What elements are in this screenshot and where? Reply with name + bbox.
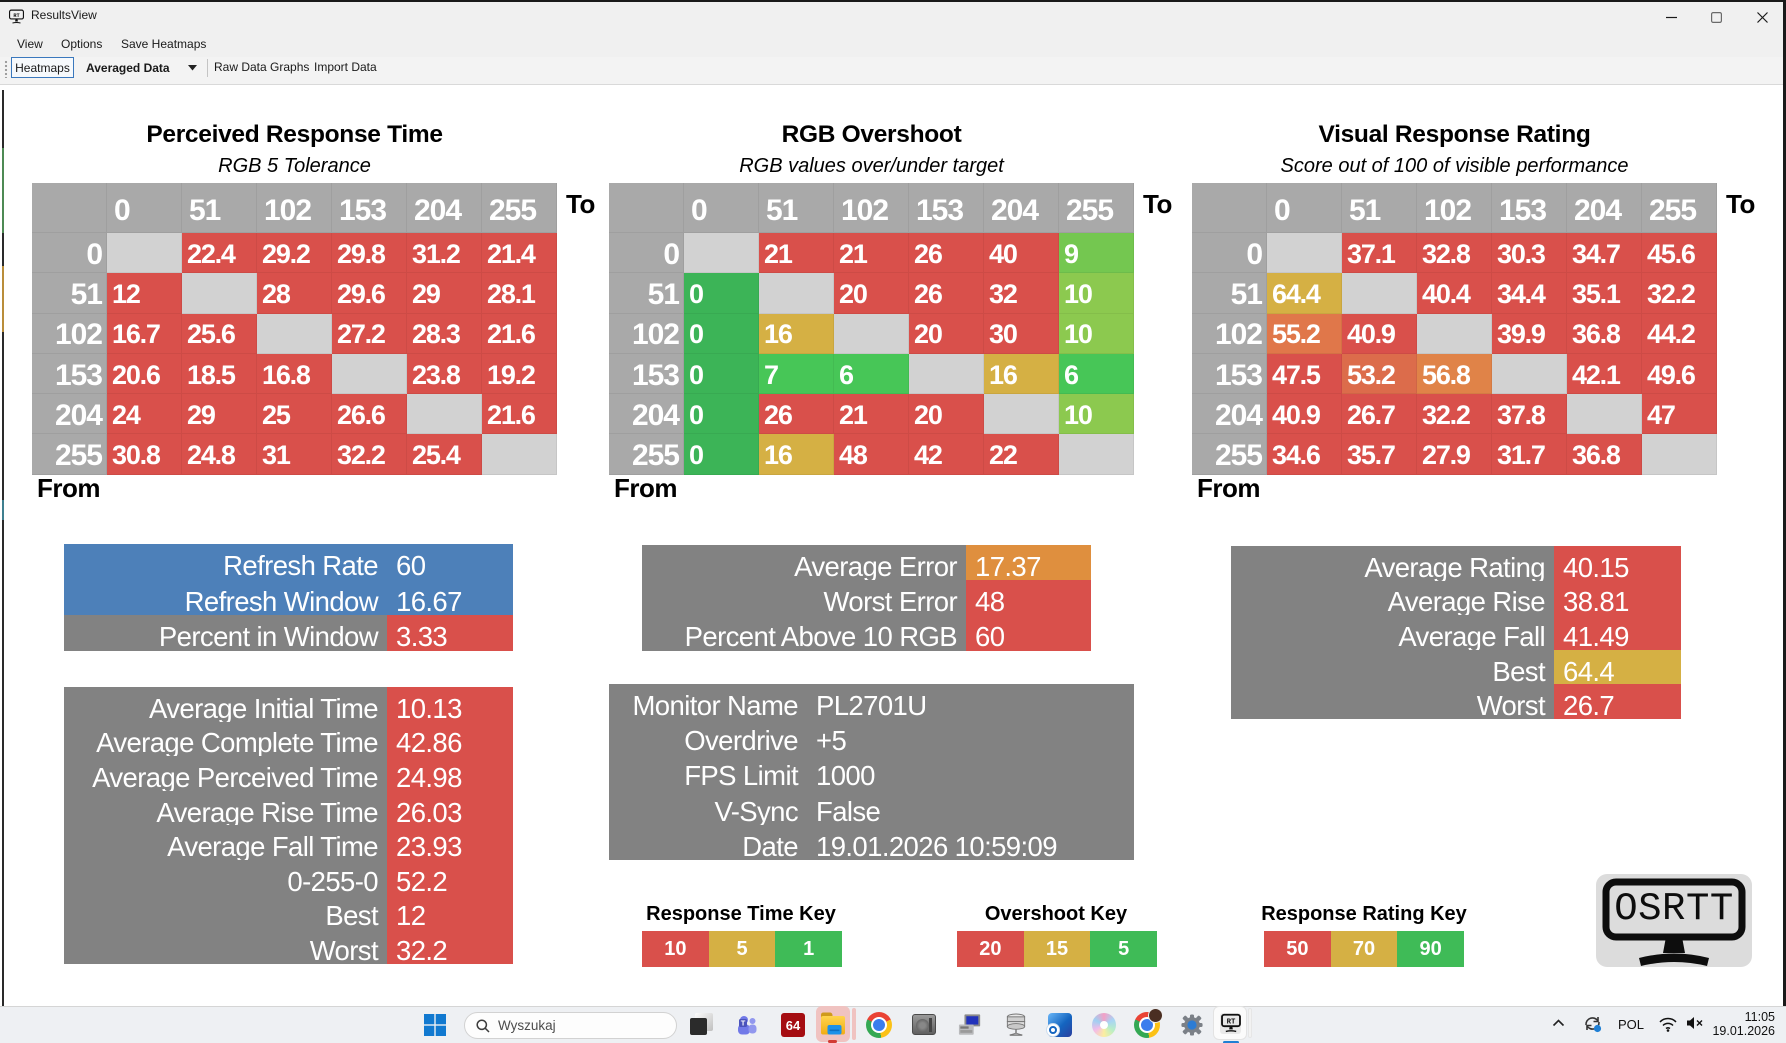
svg-text:RT: RT (13, 13, 20, 19)
svg-text:RT: RT (1227, 1019, 1236, 1027)
svg-text:T: T (741, 1019, 746, 1028)
svg-text:OSRTT: OSRTT (1614, 887, 1734, 931)
